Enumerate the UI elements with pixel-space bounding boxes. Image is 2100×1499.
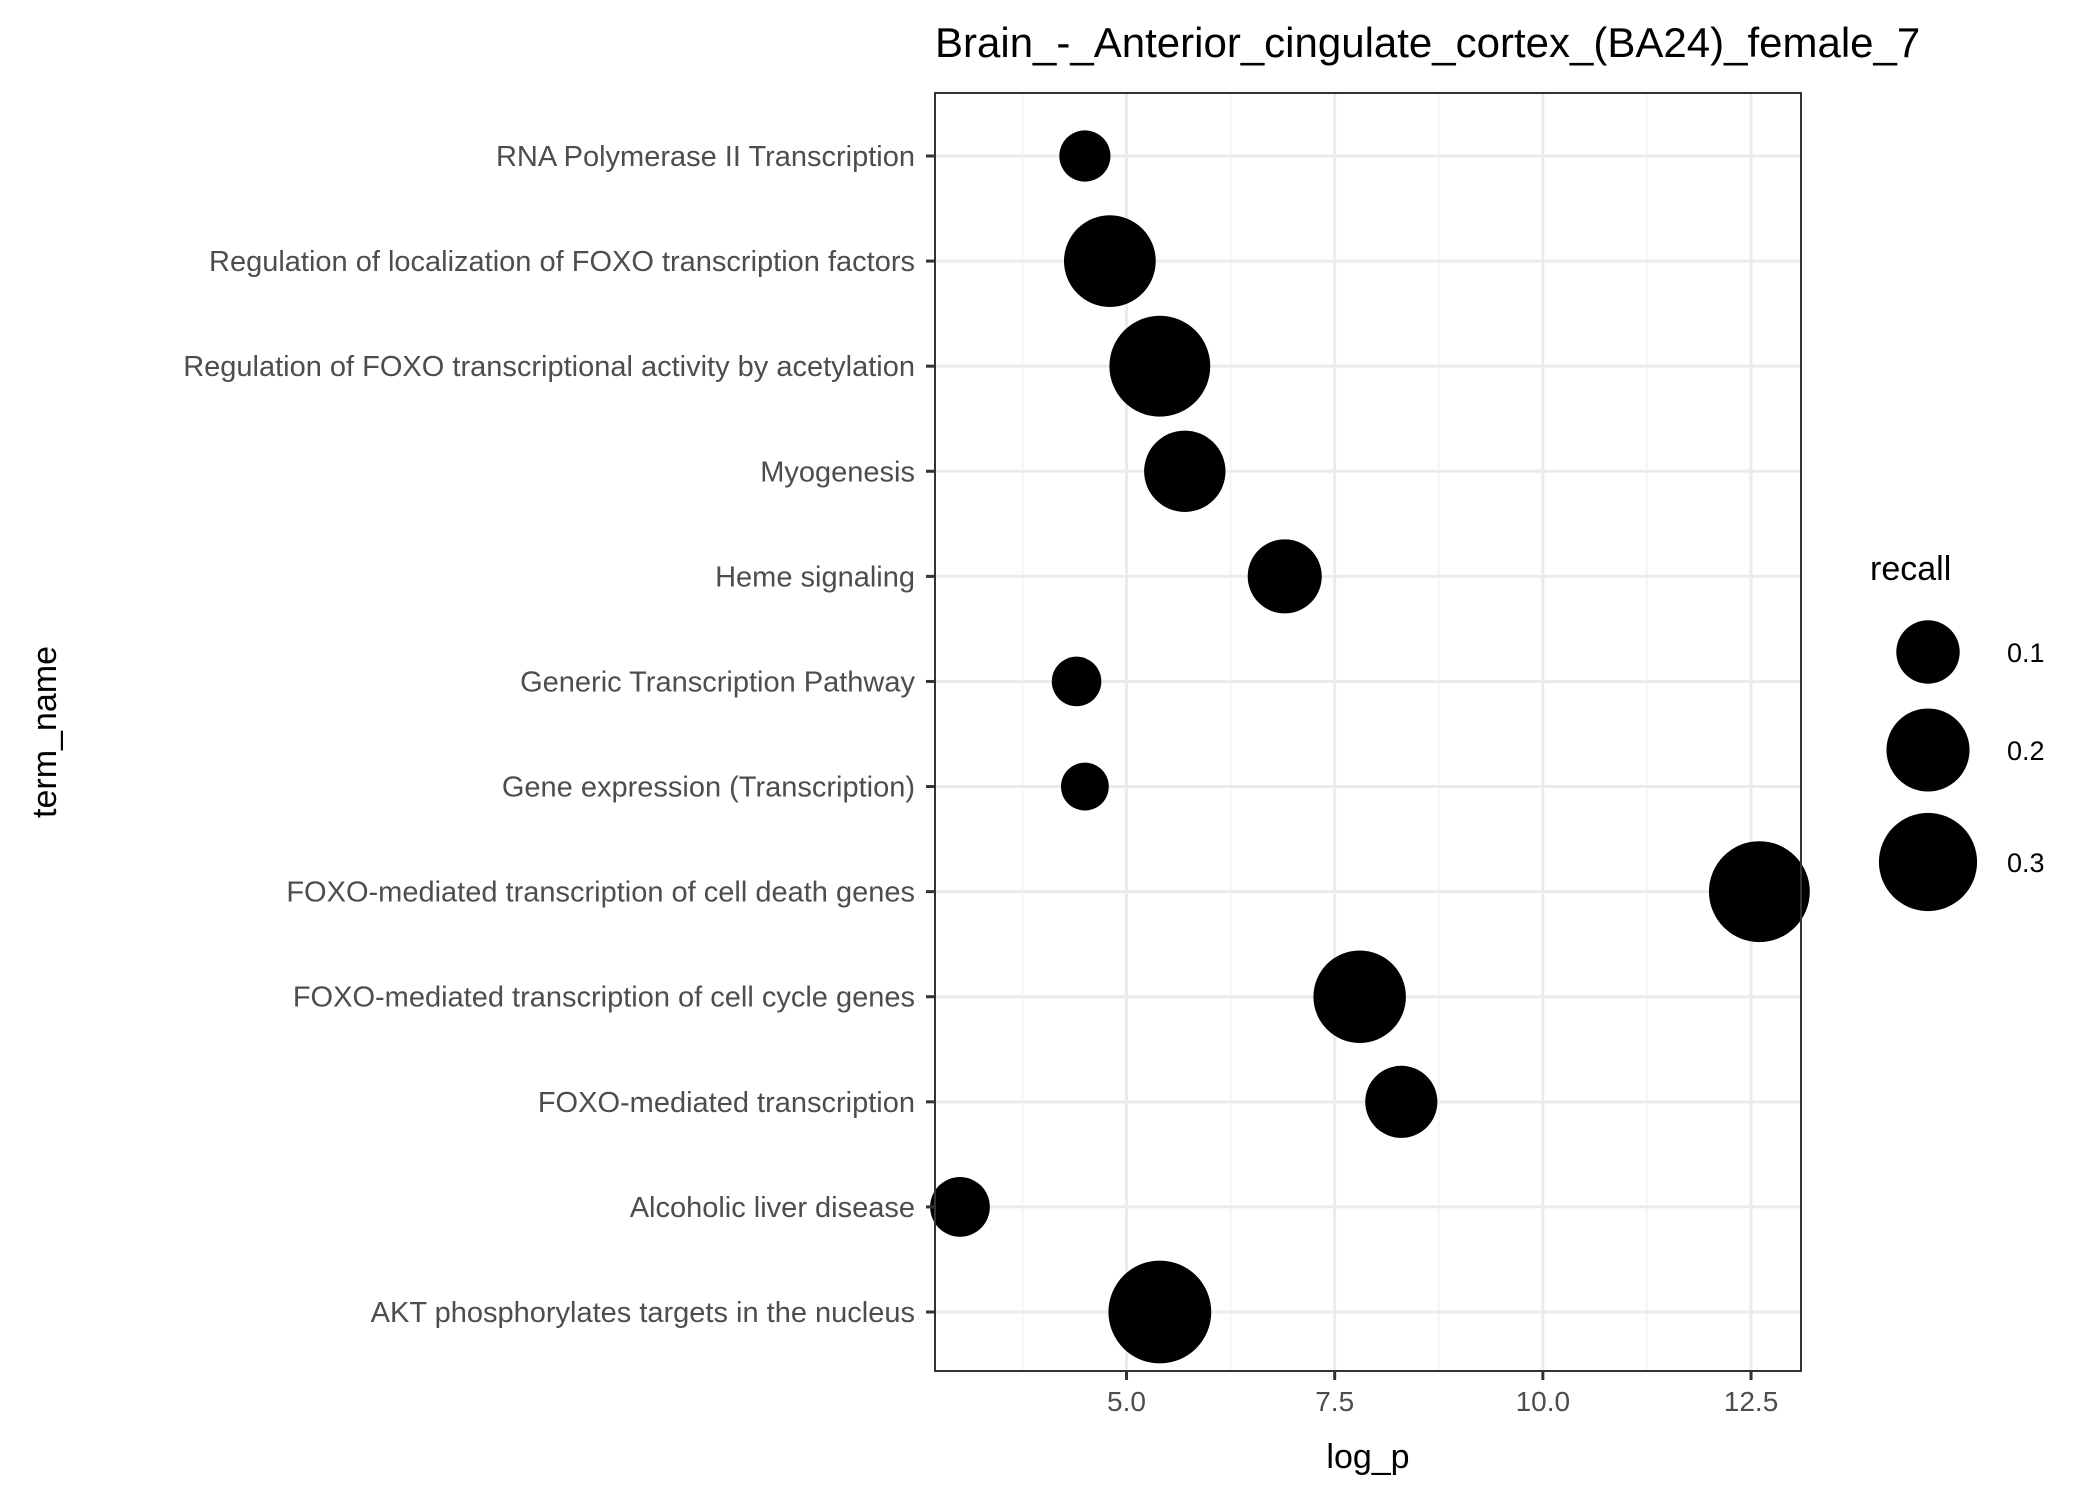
plot-panel: [930, 92, 1810, 1372]
data-point: [1051, 656, 1102, 707]
legend-label: 0.3: [2007, 848, 2045, 878]
y-tick-label: Myogenesis: [760, 456, 915, 488]
x-axis-title: log_p: [1326, 1438, 1409, 1476]
legend-key: [1896, 620, 1960, 684]
data-point: [1108, 1260, 1212, 1364]
x-tick-label: 12.5: [1724, 1386, 1779, 1417]
data-point: [1708, 841, 1810, 943]
y-tick-label: Gene expression (Transcription): [502, 772, 915, 804]
y-tick-label: FOXO-mediated transcription of cell deat…: [286, 877, 915, 909]
x-tick-label: 10.0: [1516, 1386, 1571, 1417]
data-points: [930, 130, 1810, 1364]
legend-key: [1886, 708, 1970, 792]
data-point: [1313, 950, 1406, 1043]
minor-gridlines: [1021, 93, 1648, 1371]
y-axis: RNA Polymerase II Transcription Regulatio…: [183, 141, 935, 1329]
data-point: [1144, 430, 1226, 512]
chart-title: Brain_-_Anterior_cingulate_cortex_(BA24)…: [935, 19, 1920, 66]
data-point: [1109, 315, 1211, 417]
x-tick-label: 7.5: [1315, 1386, 1354, 1417]
panel-background: [935, 93, 1801, 1371]
y-tick-label: Regulation of FOXO transcriptional activ…: [183, 351, 915, 383]
y-tick-label: Regulation of localization of FOXO trans…: [209, 246, 915, 278]
data-point: [1247, 539, 1322, 614]
y-tick-label: Generic Transcription Pathway: [520, 666, 915, 698]
legend-title: recall: [1870, 550, 1951, 588]
legend-label: 0.2: [2007, 736, 2045, 766]
y-tick-label: AKT phosphorylates targets in the nucleu…: [371, 1297, 915, 1329]
y-tick-label: FOXO-mediated transcription of cell cycl…: [293, 982, 915, 1014]
legend-key: [1878, 812, 1978, 912]
panel-border: [934, 92, 1802, 1372]
y-tick-label: Alcoholic liver disease: [630, 1192, 915, 1224]
y-tick-label: RNA Polymerase II Transcription: [496, 141, 915, 173]
x-tick-label: 5.0: [1107, 1386, 1146, 1417]
data-point: [1059, 130, 1111, 182]
x-axis: 5.0 7.5 10.0 12.5: [1107, 1371, 1778, 1417]
data-point: [1365, 1065, 1438, 1138]
y-axis-title: term_name: [26, 646, 64, 818]
y-tick-label: FOXO-mediated transcription: [538, 1087, 915, 1119]
legend-label: 0.1: [2007, 638, 2045, 668]
y-tick-label: Heme signaling: [715, 561, 915, 593]
data-point: [1063, 215, 1156, 307]
data-point: [1060, 762, 1109, 811]
data-point: [930, 1177, 990, 1237]
legend: recall 0.1 0.2 0.3: [1870, 550, 2045, 912]
